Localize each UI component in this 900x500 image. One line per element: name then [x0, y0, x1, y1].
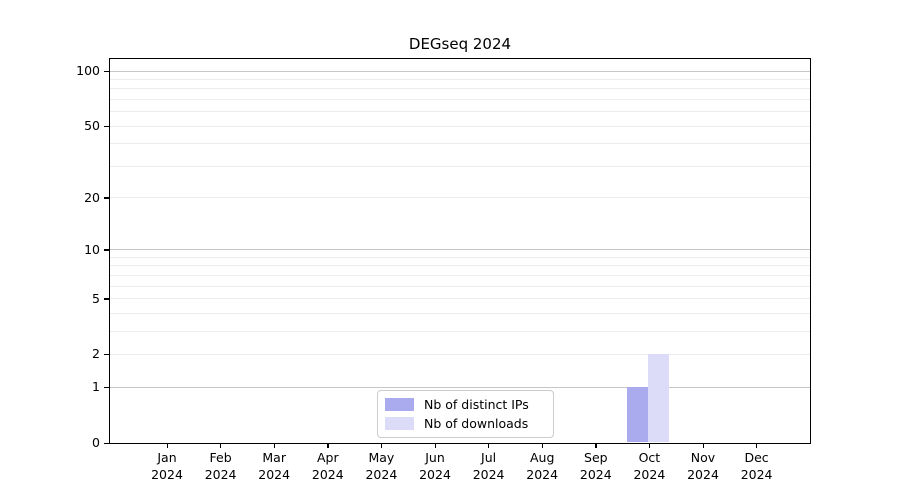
y-axis-tick-5 — [104, 298, 109, 300]
y-axis-tick-20 — [104, 197, 109, 199]
x-axis-tick-10 — [702, 444, 704, 448]
x-tick-label-9: Oct 2024 — [633, 450, 666, 482]
x-axis-tick-7 — [541, 444, 544, 448]
y-axis-tick-1 — [104, 386, 109, 389]
minor-gridline-70 — [110, 99, 810, 101]
minor-gridline-50 — [110, 125, 810, 127]
x-tick-label-6: Jul 2024 — [472, 450, 505, 482]
x-axis-tick-0 — [166, 444, 168, 448]
x-axis-tick-11 — [756, 444, 758, 448]
x-tick-label-10: Nov 2024 — [687, 450, 719, 482]
y-tick-label-5: 5 — [92, 290, 100, 306]
minor-gridline-80 — [110, 88, 810, 90]
x-tick-label-2: Mar 2024 — [258, 450, 291, 482]
x-axis-tick-5 — [434, 444, 436, 448]
legend-entry-distinct-ips: Nb of distinct IPs — [385, 396, 553, 412]
minor-gridline-60 — [110, 111, 810, 113]
chart-title: DEGseq 2024 — [408, 35, 512, 53]
x-tick-label-11: Dec 2024 — [740, 450, 773, 482]
x-tick-label-8: Sep 2024 — [579, 450, 612, 482]
x-tick-label-5: Jun 2024 — [419, 450, 451, 482]
y-tick-label-50: 50 — [84, 118, 100, 134]
y-tick-label-0: 0 — [92, 435, 100, 450]
x-axis-tick-2 — [273, 444, 276, 448]
y-axis-tick-2 — [104, 353, 109, 356]
minor-gridline-8 — [110, 265, 810, 267]
major-gridline-100 — [110, 70, 810, 72]
minor-gridline-4 — [110, 312, 810, 314]
minor-gridline-30 — [110, 165, 810, 167]
y-axis-tick-100 — [104, 70, 109, 73]
legend-label-distinct-ips: Nb of distinct IPs — [424, 396, 529, 412]
x-axis-tick-1 — [220, 444, 222, 448]
y-tick-label-1: 1 — [92, 379, 100, 395]
y-tick-label-20: 20 — [84, 189, 100, 205]
minor-gridline-3 — [110, 330, 810, 332]
minor-gridline-20 — [110, 197, 810, 199]
x-tick-label-4: May 2024 — [365, 450, 398, 482]
major-gridline-10 — [110, 249, 810, 251]
minor-gridline-9 — [110, 257, 810, 258]
y-axis-tick-50 — [104, 125, 109, 128]
x-axis-tick-4 — [380, 444, 383, 448]
bar-downloads-9 — [648, 354, 670, 442]
legend-label-downloads: Nb of downloads — [424, 415, 529, 431]
x-axis-tick-9 — [648, 444, 651, 448]
bar-distinct-ips-9 — [627, 387, 649, 442]
minor-gridline-5 — [110, 298, 810, 300]
x-axis-tick-3 — [327, 444, 329, 448]
x-tick-label-0: Jan 2024 — [151, 450, 183, 482]
minor-gridline-6 — [110, 285, 810, 287]
minor-gridline-40 — [110, 143, 810, 145]
minor-gridline-7 — [110, 274, 810, 276]
y-axis-tick-0 — [104, 442, 109, 444]
minor-gridline-90 — [110, 79, 810, 81]
major-gridline-1 — [110, 386, 810, 388]
y-axis-tick-10 — [104, 249, 109, 251]
y-tick-label-10: 10 — [84, 241, 100, 257]
x-axis-tick-6 — [488, 444, 490, 448]
x-axis-tick-8 — [595, 444, 597, 448]
plot-area — [109, 58, 811, 444]
legend-swatch-downloads — [385, 417, 414, 430]
legend-swatch-distinct-ips — [385, 398, 414, 411]
minor-gridline-2 — [110, 353, 810, 355]
x-tick-label-7: Aug 2024 — [526, 450, 559, 482]
legend: Nb of distinct IPs Nb of downloads — [377, 390, 554, 438]
y-tick-label-100: 100 — [76, 63, 100, 79]
y-tick-label-2: 2 — [92, 346, 100, 362]
x-tick-label-1: Feb 2024 — [204, 450, 237, 482]
legend-entry-downloads: Nb of downloads — [385, 415, 553, 431]
x-tick-label-3: Apr 2024 — [311, 450, 344, 482]
